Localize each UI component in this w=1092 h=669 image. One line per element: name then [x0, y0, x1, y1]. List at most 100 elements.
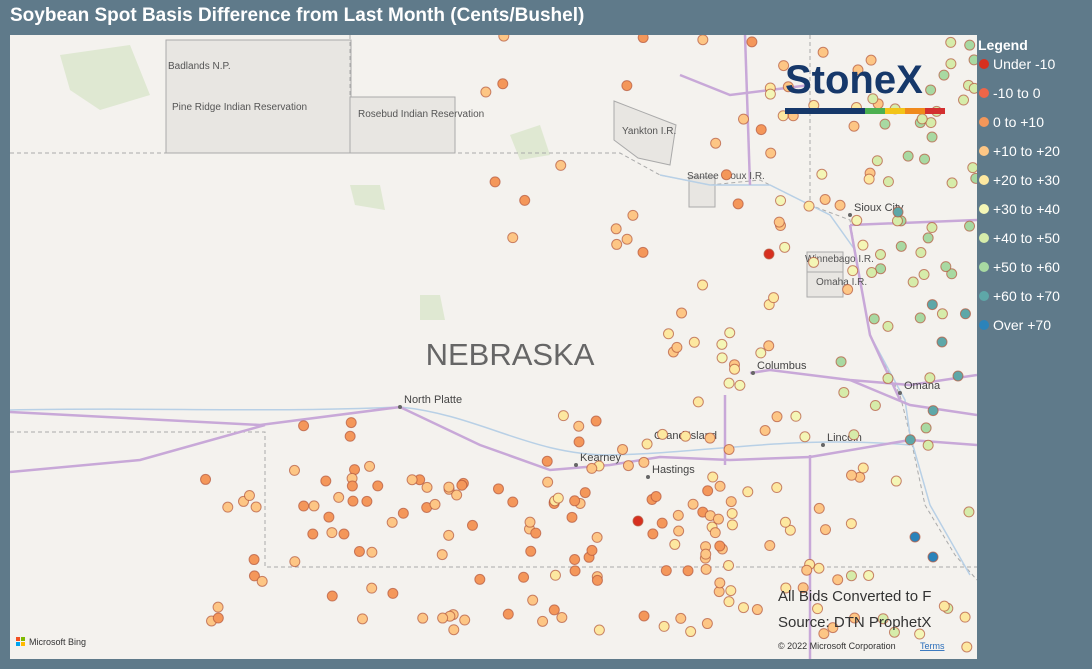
bid-marker[interactable] [845, 570, 857, 582]
bid-marker[interactable] [701, 618, 713, 630]
bid-marker[interactable] [361, 495, 373, 507]
bid-marker[interactable] [566, 511, 578, 523]
bid-marker[interactable] [726, 519, 738, 531]
bid-marker[interactable] [320, 475, 332, 487]
bid-marker[interactable] [356, 613, 368, 625]
bid-marker[interactable] [914, 312, 926, 324]
bid-marker[interactable] [590, 415, 602, 427]
bid-marker[interactable] [366, 546, 378, 558]
bid-marker[interactable] [725, 496, 737, 508]
bid-marker[interactable] [448, 624, 460, 636]
bid-marker[interactable] [751, 604, 763, 616]
bid-marker[interactable] [555, 159, 567, 171]
bid-marker[interactable] [638, 610, 650, 622]
bid-marker[interactable] [714, 480, 726, 492]
bid-marker[interactable] [397, 507, 409, 519]
bid-marker[interactable] [591, 574, 603, 586]
bid-marker[interactable] [779, 516, 791, 528]
bid-marker[interactable] [738, 113, 750, 125]
bid-marker[interactable] [834, 199, 846, 211]
bid-marker[interactable] [353, 545, 365, 557]
bid-marker[interactable] [940, 261, 952, 273]
bid-marker[interactable] [914, 628, 926, 640]
bid-marker[interactable] [704, 432, 716, 444]
bid-marker[interactable] [288, 464, 300, 476]
bid-marker[interactable] [675, 612, 687, 624]
bid-marker[interactable] [507, 496, 519, 508]
bid-marker[interactable] [725, 585, 737, 597]
bid-marker[interactable] [579, 487, 591, 499]
bid-marker[interactable] [289, 556, 301, 568]
bid-marker[interactable] [638, 456, 650, 468]
bid-marker[interactable] [637, 35, 649, 44]
bid-marker[interactable] [808, 256, 820, 268]
bid-marker[interactable] [874, 248, 886, 260]
bid-marker[interactable] [773, 216, 785, 228]
bid-marker[interactable] [222, 501, 234, 513]
bid-marker[interactable] [692, 396, 704, 408]
bid-marker[interactable] [852, 64, 864, 76]
bid-marker[interactable] [688, 336, 700, 348]
bid-marker[interactable] [429, 498, 441, 510]
bid-marker[interactable] [573, 436, 585, 448]
bid-marker[interactable] [865, 54, 877, 66]
bid-marker[interactable] [916, 113, 928, 125]
bid-marker[interactable] [964, 39, 976, 51]
bid-marker[interactable] [729, 363, 741, 375]
bid-marker[interactable] [466, 519, 478, 531]
bid-marker[interactable] [784, 524, 796, 536]
bid-marker[interactable] [755, 347, 767, 359]
bid-marker[interactable] [537, 615, 549, 627]
bid-marker[interactable] [542, 476, 554, 488]
terms-link[interactable]: Terms [920, 641, 945, 651]
bid-marker[interactable] [902, 150, 914, 162]
bid-marker[interactable] [920, 422, 932, 434]
bid-marker[interactable] [925, 84, 937, 96]
bid-marker[interactable] [845, 518, 857, 530]
bid-marker[interactable] [819, 193, 831, 205]
bid-marker[interactable] [641, 438, 653, 450]
bid-marker[interactable] [456, 479, 468, 491]
bid-marker[interactable] [959, 308, 971, 320]
bid-marker[interactable] [737, 602, 749, 614]
bid-marker[interactable] [968, 82, 977, 94]
bid-marker[interactable] [813, 562, 825, 574]
bid-marker[interactable] [835, 356, 847, 368]
bid-marker[interactable] [308, 500, 320, 512]
bid-marker[interactable] [569, 565, 581, 577]
bid-marker[interactable] [700, 548, 712, 560]
bid-marker[interactable] [734, 379, 746, 391]
bid-marker[interactable] [709, 527, 721, 539]
bid-marker[interactable] [790, 410, 802, 422]
bid-marker[interactable] [680, 430, 692, 442]
bid-marker[interactable] [492, 483, 504, 495]
bid-marker[interactable] [673, 525, 685, 537]
bid-marker[interactable] [946, 268, 958, 280]
bid-marker[interactable] [724, 327, 736, 339]
bid-marker[interactable] [922, 232, 934, 244]
bid-marker[interactable] [250, 501, 262, 513]
bid-marker[interactable] [716, 352, 728, 364]
bid-marker[interactable] [386, 516, 398, 528]
bid-marker[interactable] [622, 460, 634, 472]
bid-marker[interactable] [569, 554, 581, 566]
bid-marker[interactable] [519, 194, 531, 206]
bid-marker[interactable] [345, 417, 357, 429]
bid-marker[interactable] [869, 399, 881, 411]
bid-marker[interactable] [298, 420, 310, 432]
bid-marker[interactable] [918, 269, 930, 281]
bid-marker[interactable] [298, 500, 310, 512]
bid-marker[interactable] [338, 528, 350, 540]
bid-marker[interactable] [518, 571, 530, 583]
bid-marker[interactable] [945, 58, 957, 70]
bid-marker[interactable] [697, 279, 709, 291]
bid-marker[interactable] [778, 60, 790, 72]
bid-marker[interactable] [669, 538, 681, 550]
bid-marker[interactable] [812, 603, 824, 615]
bid-marker[interactable] [243, 490, 255, 502]
bid-marker[interactable] [372, 480, 384, 492]
bid-marker[interactable] [366, 582, 378, 594]
bid-marker[interactable] [968, 54, 977, 66]
bid-marker[interactable] [818, 628, 830, 640]
bid-marker[interactable] [682, 565, 694, 577]
